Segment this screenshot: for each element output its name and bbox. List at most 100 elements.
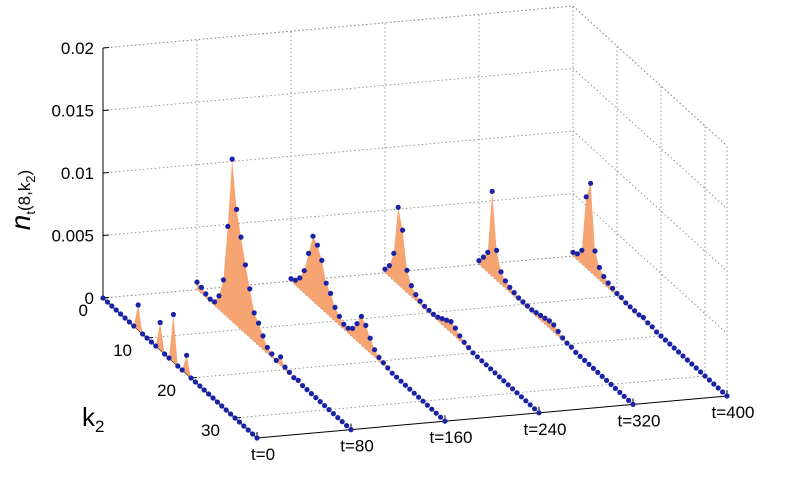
z-grid-side bbox=[572, 68, 728, 209]
data-point bbox=[494, 247, 500, 253]
box-edge bbox=[102, 5, 574, 49]
series-t=400 bbox=[570, 180, 730, 399]
data-point bbox=[241, 423, 247, 429]
data-point bbox=[223, 407, 229, 413]
data-point bbox=[175, 363, 181, 369]
data-point bbox=[583, 194, 589, 200]
z-grid-back bbox=[102, 130, 574, 174]
data-point bbox=[251, 310, 257, 316]
data-point bbox=[269, 351, 275, 357]
box-edge bbox=[572, 5, 728, 147]
z-tick-label: 0.005 bbox=[51, 227, 94, 246]
data-point bbox=[476, 258, 482, 264]
z-tick-mark bbox=[102, 172, 110, 174]
data-point bbox=[398, 378, 404, 384]
data-point bbox=[288, 276, 294, 282]
data-point bbox=[170, 311, 176, 318]
data-point bbox=[662, 337, 669, 343]
data-point bbox=[100, 295, 106, 301]
data-point bbox=[236, 419, 242, 425]
data-point bbox=[201, 387, 207, 393]
data-point bbox=[254, 435, 260, 441]
data-point bbox=[417, 298, 423, 304]
data-point bbox=[604, 377, 610, 383]
data-point bbox=[479, 358, 485, 364]
data-point bbox=[126, 319, 132, 325]
data-point bbox=[523, 398, 529, 404]
data-point bbox=[242, 262, 248, 268]
data-point bbox=[667, 341, 673, 347]
data-point bbox=[608, 381, 614, 387]
data-point bbox=[335, 415, 341, 421]
data-point bbox=[214, 399, 220, 405]
data-point bbox=[300, 383, 306, 389]
data-point bbox=[618, 294, 625, 301]
data-point bbox=[162, 351, 168, 357]
data-point bbox=[420, 398, 426, 404]
data-point bbox=[724, 393, 730, 399]
k-axis-label: k2 bbox=[82, 402, 104, 436]
data-point bbox=[212, 299, 218, 305]
data-point bbox=[529, 307, 535, 313]
z-tick-mark bbox=[102, 109, 110, 111]
data-point bbox=[546, 318, 553, 324]
data-point bbox=[245, 427, 251, 433]
data-point bbox=[192, 379, 198, 385]
data-point bbox=[104, 299, 110, 305]
data-point bbox=[536, 410, 542, 416]
data-point bbox=[693, 365, 699, 371]
data-point bbox=[166, 355, 172, 361]
data-point bbox=[376, 354, 382, 360]
data-point bbox=[250, 431, 256, 437]
data-point bbox=[308, 391, 314, 397]
series-layer bbox=[100, 156, 730, 441]
data-point bbox=[407, 386, 413, 392]
z-grid-side bbox=[572, 130, 728, 272]
data-point bbox=[448, 319, 454, 325]
t-tick-label: t=0 bbox=[251, 445, 275, 464]
data-point bbox=[400, 227, 406, 233]
data-point bbox=[429, 406, 435, 412]
data-point bbox=[210, 395, 216, 401]
data-point bbox=[408, 283, 414, 289]
data-point bbox=[501, 378, 507, 384]
data-point bbox=[332, 304, 338, 310]
series-t=240 bbox=[382, 204, 542, 416]
data-point bbox=[131, 323, 137, 329]
data-point bbox=[350, 325, 356, 331]
data-point bbox=[422, 303, 428, 309]
series-area bbox=[573, 183, 727, 396]
data-point bbox=[317, 399, 323, 405]
data-point bbox=[220, 277, 226, 283]
data-point bbox=[592, 248, 598, 254]
data-point bbox=[260, 333, 266, 339]
k-tick-label: 0 bbox=[79, 301, 88, 320]
data-point bbox=[435, 314, 441, 320]
data-point bbox=[623, 300, 629, 306]
data-point bbox=[323, 280, 329, 286]
data-point bbox=[391, 250, 397, 256]
data-point bbox=[514, 390, 520, 396]
data-point bbox=[621, 393, 627, 399]
z-axis-label-paren: (8,k bbox=[15, 182, 34, 211]
data-point bbox=[511, 290, 517, 296]
data-point bbox=[640, 314, 647, 321]
data-point bbox=[229, 156, 235, 162]
data-point bbox=[326, 407, 332, 413]
data-point bbox=[416, 394, 422, 400]
data-point bbox=[291, 375, 297, 381]
data-point bbox=[363, 322, 369, 328]
data-point bbox=[671, 345, 677, 351]
data-point bbox=[319, 257, 325, 263]
data-point bbox=[689, 361, 695, 367]
data-point bbox=[109, 303, 115, 309]
data-point bbox=[715, 385, 721, 391]
data-point bbox=[676, 349, 682, 355]
data-point bbox=[658, 333, 664, 339]
series-t=160 bbox=[288, 233, 448, 424]
data-point bbox=[292, 277, 298, 283]
data-point bbox=[341, 321, 347, 327]
data-point bbox=[188, 375, 194, 381]
data-point bbox=[702, 373, 708, 379]
data-point bbox=[649, 324, 655, 330]
